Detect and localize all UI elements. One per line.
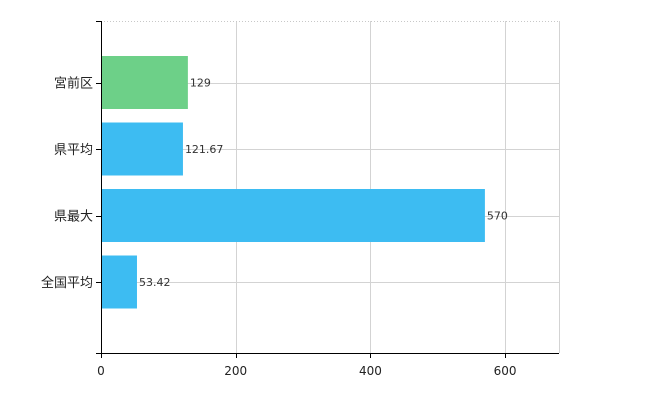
- x-tick-label: 400: [359, 364, 382, 378]
- category-label: 県平均: [54, 143, 93, 158]
- category-label: 宮前区: [54, 76, 93, 92]
- bar: [101, 255, 137, 309]
- x-tick-label: 0: [97, 364, 105, 378]
- category-label: 全国平均: [41, 275, 93, 291]
- bar: [101, 56, 188, 109]
- bar: [101, 189, 485, 242]
- x-tick-label: 600: [494, 364, 517, 378]
- data-label: 129: [190, 77, 211, 90]
- data-label: 53.42: [139, 276, 171, 289]
- category-label: 県最大: [54, 210, 93, 225]
- data-label: 121.67: [185, 143, 224, 156]
- bar: [101, 122, 183, 176]
- x-tick-label: 200: [224, 364, 247, 378]
- data-label: 570: [487, 210, 508, 223]
